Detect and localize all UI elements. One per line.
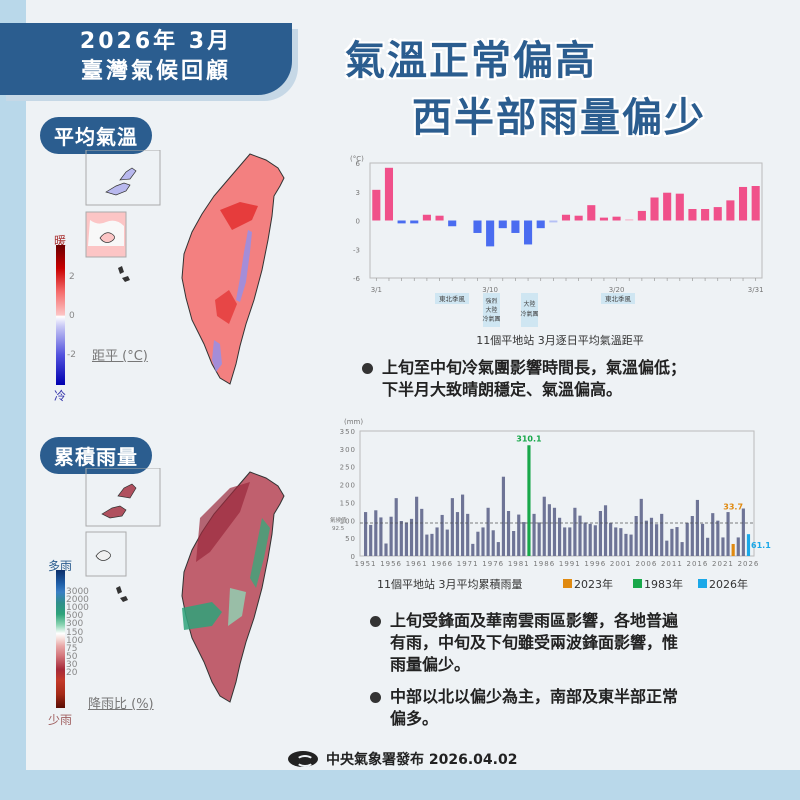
- svg-text:300: 300: [340, 446, 356, 454]
- svg-text:3/20: 3/20: [609, 286, 625, 294]
- svg-text:強烈: 強烈: [485, 297, 497, 305]
- footer-publisher: 中央氣象署發布 2026.04.02: [326, 752, 518, 768]
- svg-text:1981: 1981: [508, 560, 530, 568]
- svg-text:1971: 1971: [457, 560, 479, 568]
- legend-dry-label: 少雨: [48, 713, 73, 727]
- svg-text:(mm): (mm): [344, 418, 363, 426]
- legend-tick: 1000: [66, 603, 89, 614]
- svg-text:3/10: 3/10: [482, 286, 498, 294]
- svg-text:250: 250: [340, 464, 356, 472]
- bullet-line: 上旬受鋒面及華南雲雨區影響，各地普遍: [390, 611, 679, 630]
- bullet-line: 下半月大致晴朗穩定、氣溫偏高。: [382, 380, 623, 399]
- legend-tick: 100: [66, 635, 84, 646]
- rainfall-summary-bullet-2: 中部以北以偏少為主，南部及東半部正常 偏多。: [368, 686, 788, 730]
- header-banner: 2026年 3月 臺灣氣候回顧: [0, 23, 292, 95]
- svg-text:-3: -3: [353, 246, 360, 254]
- svg-text:1966: 1966: [431, 560, 453, 568]
- svg-text:33.7: 33.7: [723, 503, 743, 512]
- svg-text:50: 50: [345, 535, 356, 543]
- legend-tick: 3000: [66, 587, 89, 597]
- svg-text:冷氣團: 冷氣團: [482, 315, 500, 323]
- legend-tick: 150: [66, 627, 84, 638]
- bottom-decorative-stripe: [0, 770, 800, 800]
- bullet-line: 雨量偏少。: [390, 655, 471, 674]
- svg-text:大陸: 大陸: [485, 306, 497, 314]
- svg-text:大陸: 大陸: [523, 300, 535, 308]
- legend-tick: 2: [69, 272, 75, 282]
- svg-text:1986: 1986: [533, 560, 555, 568]
- svg-text:3/1: 3/1: [371, 286, 382, 294]
- svg-text:6: 6: [356, 160, 361, 168]
- rainfall-color-bar: [56, 570, 65, 708]
- legend-tick: 30: [66, 659, 78, 670]
- legend-tick: 0: [69, 311, 75, 321]
- svg-text:150: 150: [340, 499, 356, 507]
- legend-tick: 50: [66, 651, 78, 662]
- headline-temperature: 氣溫正常偏高: [345, 38, 597, 84]
- svg-text:(°C): (°C): [350, 155, 364, 163]
- svg-text:2026年: 2026年: [709, 577, 748, 591]
- legend-tick: 20: [66, 668, 78, 678]
- legend-tick: 75: [66, 643, 78, 654]
- svg-text:1956: 1956: [380, 560, 402, 568]
- svg-text:3: 3: [356, 189, 360, 197]
- bullet-line: 偏多。: [390, 709, 439, 728]
- left-decorative-stripe: [0, 0, 26, 800]
- header-date: 2026年 3月: [79, 29, 233, 54]
- svg-text:2001: 2001: [610, 560, 632, 568]
- svg-text:2026: 2026: [738, 560, 760, 568]
- legend-cold-label: 冷: [54, 389, 67, 403]
- temperature-map: [85, 150, 285, 385]
- legend-warm-label: 暖: [54, 234, 67, 248]
- svg-text:0: 0: [351, 553, 356, 561]
- legend-tick: 500: [66, 611, 84, 622]
- legend-tick: 2000: [66, 595, 89, 606]
- temperature-color-bar: [56, 245, 65, 385]
- svg-text:2006: 2006: [635, 560, 657, 568]
- svg-text:61.1: 61.1: [751, 541, 771, 550]
- svg-text:冷氣團: 冷氣團: [520, 310, 538, 318]
- header-title: 臺灣氣候回顧: [80, 59, 231, 84]
- rainfall-legend-title: 降雨比 (%): [88, 697, 154, 712]
- svg-text:1961: 1961: [406, 560, 428, 568]
- footer: 中央氣象署發布 2026.04.02: [288, 749, 517, 769]
- svg-text:100: 100: [340, 517, 356, 525]
- temperature-legend-title: 距平 (°C): [92, 349, 148, 364]
- legend-wet-label: 多雨: [48, 559, 73, 573]
- temperature-summary-bullet: 上旬至中旬冷氣團影響時間長，氣溫偏低； 下半月大致晴朗穩定、氣溫偏高。: [360, 357, 790, 401]
- svg-text:11個平地站 3月平均累積雨量: 11個平地站 3月平均累積雨量: [377, 577, 523, 591]
- svg-text:氣候值: 氣候值: [330, 516, 347, 524]
- svg-text:1951: 1951: [355, 560, 377, 568]
- svg-text:1996: 1996: [584, 560, 606, 568]
- svg-text:200: 200: [340, 482, 356, 490]
- cwa-logo-icon: [288, 751, 318, 767]
- bullet-line: 中部以北以偏少為主，南部及東半部正常: [390, 687, 679, 706]
- bullet-line: 上旬至中旬冷氣團影響時間長，氣溫偏低；: [382, 358, 687, 377]
- svg-text:東北季風: 東北季風: [439, 294, 466, 303]
- svg-text:2011: 2011: [661, 560, 683, 568]
- headline-rainfall: 西半部雨量偏少: [412, 95, 706, 141]
- svg-text:2016: 2016: [687, 560, 709, 568]
- svg-text:-6: -6: [353, 275, 361, 283]
- svg-text:350: 350: [340, 428, 356, 436]
- svg-text:0: 0: [356, 218, 360, 226]
- rainfall-history-chart: (mm) 0 50 100 150 200 250 300 350 310.1 33.7 61.1 氣候…: [330, 418, 771, 591]
- svg-text:3/31: 3/31: [748, 286, 764, 294]
- rainfall-map: [85, 468, 285, 703]
- rainfall-summary-bullet-1: 上旬受鋒面及華南雲雨區影響，各地普遍 有雨，中旬及下旬雖受兩波鋒面影響，惟 雨量…: [368, 610, 788, 676]
- svg-text:2023年: 2023年: [574, 577, 613, 591]
- bullet-line: 有雨，中旬及下旬雖受兩波鋒面影響，惟: [390, 633, 679, 652]
- svg-text:92.5: 92.5: [332, 526, 345, 532]
- svg-text:2021: 2021: [712, 560, 734, 568]
- legend-tick: -2: [67, 350, 76, 360]
- svg-text:1976: 1976: [482, 560, 504, 568]
- svg-text:1991: 1991: [559, 560, 581, 568]
- legend-tick: 300: [66, 619, 84, 630]
- temperature-section-pill: 平均氣溫: [40, 117, 152, 154]
- svg-text:1983年: 1983年: [644, 577, 683, 591]
- svg-text:310.1: 310.1: [516, 434, 542, 443]
- svg-text:東北季風: 東北季風: [605, 294, 632, 303]
- svg-text:11個平地站 3月逐日平均氣溫距平: 11個平地站 3月逐日平均氣溫距平: [476, 333, 644, 347]
